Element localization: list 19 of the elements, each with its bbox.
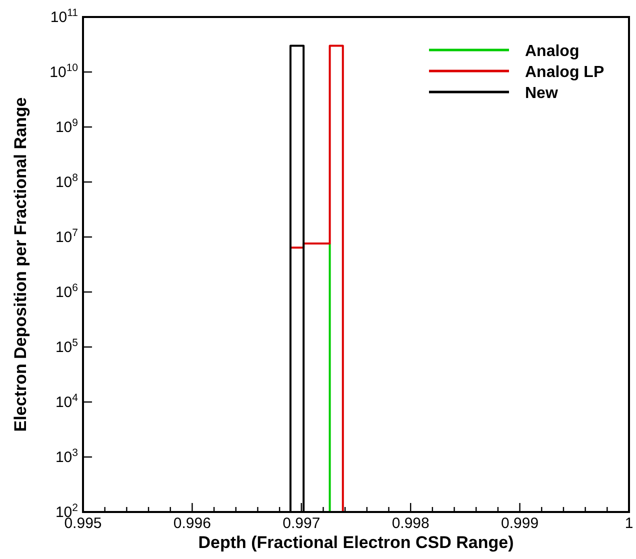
x-tick-label: 0.999 [501, 515, 539, 532]
y-tick-label: 10$^{9}$ [55, 117, 78, 136]
legend-label: New [525, 85, 558, 102]
y-tick-label: 10$^{10}$ [50, 62, 78, 81]
y-tick-label: 10$^{5}$ [55, 337, 78, 356]
y-tick-label: 10$^{7}$ [55, 227, 78, 246]
y-tick-label: 10$^{11}$ [50, 7, 78, 26]
y-tick-label: 10$^{4}$ [55, 392, 78, 411]
legend-label: Analog LP [525, 64, 604, 81]
y-tick-label: 10$^{3}$ [55, 447, 78, 466]
x-tick-label: 0.996 [173, 515, 211, 532]
y-tick-label: 10$^{6}$ [55, 282, 78, 301]
x-tick-label: 0.998 [392, 515, 430, 532]
legend-label: Analog [525, 43, 580, 60]
x-axis-title: Depth (Fractional Electron CSD Range) [198, 533, 514, 552]
x-tick-label: 0.997 [282, 515, 320, 532]
y-tick-label: 10$^{8}$ [55, 172, 78, 191]
y-axis-title: Electron Deposition per Fractional Range [11, 97, 30, 432]
x-tick-label: 1 [624, 515, 634, 532]
